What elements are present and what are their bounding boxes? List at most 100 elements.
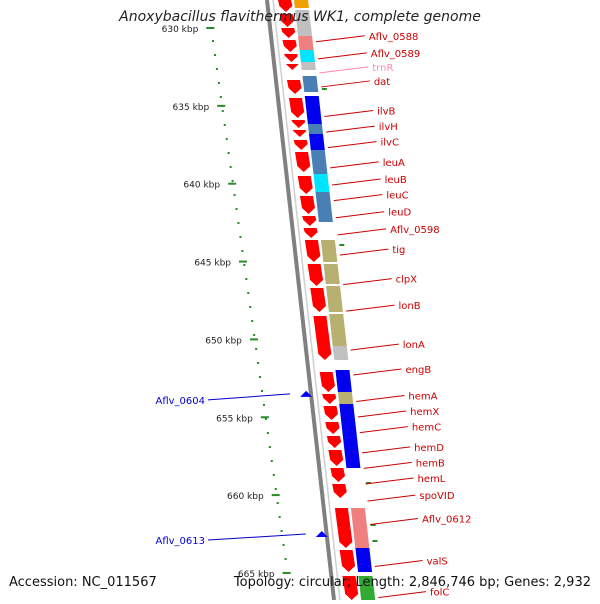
ruler-dot: [257, 362, 260, 364]
gene-leader-line: [330, 161, 379, 169]
map-title: Anoxybacillus flavithermus WK1, complete…: [119, 9, 481, 25]
forward-gene-arrow: [293, 140, 308, 150]
cog-bar: [339, 404, 356, 420]
accession-text: Accession: NC_011567: [9, 575, 157, 590]
ruler-ticks: 630 kbp 635 kbp 640 kbp 645 kbp 650 kbp 655 k…: [162, 25, 291, 580]
forward-gene-arrow: [302, 216, 317, 226]
ruler-dot: [237, 222, 240, 224]
ruler-dot: [262, 404, 265, 406]
forward-gene-arrow: [326, 436, 342, 448]
ruler-dot: [225, 138, 228, 140]
ruler-dot: [259, 376, 262, 378]
forward-gene-arrow: [292, 130, 307, 137]
cog-bar: [358, 576, 376, 600]
ruler-dot: [249, 306, 252, 308]
ruler-dot: [274, 488, 277, 490]
backbone-line: [265, 0, 336, 601]
ruler-tick-label: 635 kbp: [173, 103, 210, 113]
forward-gene-arrow: [304, 240, 321, 262]
forward-gene-arrow: [278, 0, 293, 12]
gene-label-right: Aflv_0598: [390, 225, 440, 236]
gene-label-right: ilvC: [381, 138, 399, 149]
forward-gene-arrow: [284, 54, 298, 62]
ruler-dot: [239, 236, 242, 238]
forward-gene-arrow: [297, 176, 313, 194]
forward-gene-arrow: [328, 450, 344, 466]
ruler-tick-label: 650 kbp: [205, 336, 242, 346]
ruler-dot: [255, 348, 258, 350]
ruler-dot: [223, 124, 226, 126]
gene-leader-line: [365, 477, 414, 485]
gene-features: [278, 0, 359, 600]
gene-label-right: folC: [430, 588, 449, 599]
gene-leader-line: [356, 394, 405, 402]
gene-label-right: valS: [427, 556, 448, 567]
cog-bar: [337, 392, 354, 404]
gene-leader-line: [374, 559, 423, 567]
forward-gene-arrow: [288, 98, 305, 118]
forward-gene-arrow: [310, 288, 326, 312]
gene-label-right: hemA: [408, 391, 437, 402]
forward-gene-arrow: [291, 120, 306, 128]
ruler-dot: [266, 432, 269, 434]
cog-bar: [302, 76, 319, 92]
ruler-dot: [212, 40, 214, 42]
ruler-dot: [272, 474, 275, 476]
ruler-dot: [243, 264, 246, 266]
ruler-tick-label: 655 kbp: [216, 414, 253, 424]
ruler-tick-label: 665 kbp: [238, 570, 275, 580]
cog-bar: [350, 508, 370, 548]
gene-leader-line: [359, 426, 408, 434]
forward-gene-arrow: [325, 422, 340, 434]
gene-leader-line: [327, 141, 377, 149]
gene-label-right: lonB: [398, 301, 420, 312]
gene-leader-line: [207, 533, 306, 541]
gene-label-right: hemB: [416, 458, 445, 469]
cog-bar: [299, 50, 315, 62]
ruler-dot: [213, 54, 216, 56]
cog-bar: [309, 134, 325, 150]
cog-bar: [310, 150, 328, 174]
ruler-dot: [231, 180, 234, 182]
cog-bar: [307, 124, 324, 134]
forward-gene-arrow: [313, 316, 332, 360]
gene-leader-line: [321, 80, 370, 88]
ruler-dot: [261, 390, 263, 392]
cog-bar: [313, 174, 330, 192]
gene-label-left: Aflv_0613: [155, 536, 205, 547]
gene-label-right: leuB: [385, 175, 407, 186]
gene-leader-line: [370, 517, 419, 525]
ruler-dot: [233, 194, 236, 196]
ruler-tick-label: 645 kbp: [194, 259, 231, 269]
gene-leader-line: [319, 66, 369, 74]
ruler-tick-label: 660 kbp: [227, 492, 264, 502]
gene-leader-line: [350, 343, 399, 351]
gene-labels: Aflv_0604 Aflv_0613 Aflv_0588 Aflv_0589 trnR…: [155, 32, 471, 599]
ruler-dot: [280, 530, 283, 532]
cog-bar: [355, 548, 373, 572]
feature-marker: [372, 540, 378, 542]
ruler-dot: [253, 334, 256, 336]
gene-label-right: hemC: [412, 423, 441, 434]
gene-label-right: spoVID: [419, 491, 454, 502]
forward-gene-arrow: [334, 508, 353, 548]
ruler-tick-label: 640 kbp: [183, 181, 220, 191]
gene-label-right: hemL: [417, 474, 445, 485]
ruler-dot: [247, 292, 250, 294]
ruler-dot: [215, 68, 218, 70]
gene-leader-line: [361, 446, 411, 454]
gene-leader-line: [331, 178, 381, 186]
gene-leader-line: [315, 35, 365, 43]
gene-leader-line: [335, 211, 385, 219]
gene-label-right: leuA: [383, 158, 405, 169]
forward-gene-arrow: [303, 228, 318, 238]
gene-label-left: Aflv_0604: [155, 396, 205, 407]
forward-gene-arrow: [342, 576, 359, 600]
gene-label-right: tig: [392, 245, 405, 256]
cog-bar: [335, 370, 352, 392]
forward-gene-arrow: [282, 40, 297, 52]
ruler-tick-label: 630 kbp: [162, 25, 199, 35]
gene-label-right: lonA: [403, 340, 425, 351]
cog-bar: [320, 240, 338, 262]
